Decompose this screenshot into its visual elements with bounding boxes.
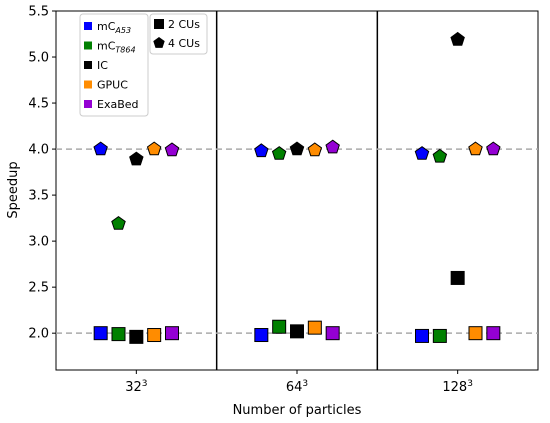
axes: 2.0 2.5 3.0 3.5 4.0 4.5 5.0 5.5 323 643 1283 (28, 5, 539, 395)
point-2cu (468, 326, 483, 341)
point-4cu (325, 139, 340, 154)
legend-swatch (84, 22, 92, 30)
data-points (93, 31, 501, 344)
point-2cu (254, 328, 269, 343)
legend-swatch (84, 100, 92, 108)
point-4cu (146, 141, 162, 156)
y-tick-label: 5.5 (28, 5, 49, 20)
point-4cu (111, 215, 126, 230)
legend-entry: GPUC (97, 79, 128, 92)
y-tick-label: 2.0 (28, 327, 49, 342)
legend-swatch (84, 41, 92, 50)
x-axis-label: Number of particles (233, 403, 362, 418)
legend-swatch (84, 80, 92, 89)
point-4cu (414, 146, 430, 160)
legend-box-markers (149, 13, 208, 55)
point-2cu (147, 328, 162, 343)
y-tick-label: 2.5 (28, 281, 49, 296)
point-2cu (165, 326, 180, 341)
x-tick-label: 643 (286, 379, 308, 395)
point-2cu (129, 329, 144, 344)
point-2cu (450, 270, 465, 285)
point-4cu (164, 142, 180, 157)
point-4cu (129, 151, 144, 166)
point-2cu (414, 328, 429, 343)
point-2cu (272, 319, 287, 334)
legend: mCA53 mCT864 IC GPUC ExaBed 2 CUs 4 CUs (79, 13, 208, 117)
y-tick-label: 5.0 (28, 51, 49, 66)
y-tick-label: 3.0 (28, 235, 49, 250)
point-2cu (486, 326, 501, 341)
point-4cu (486, 141, 501, 156)
legend-marker-pentagon (153, 37, 165, 48)
legend-marker-square (154, 19, 164, 29)
legend-entry: mCT864 (97, 40, 136, 55)
point-2cu (111, 327, 126, 342)
point-2cu (325, 326, 340, 341)
point-4cu (450, 31, 465, 46)
point-4cu (271, 146, 287, 160)
legend-swatch (84, 61, 92, 69)
y-tick-label: 4.0 (28, 143, 49, 158)
point-4cu (432, 148, 448, 163)
point-4cu (307, 142, 323, 157)
point-4cu (468, 141, 483, 156)
y-tick-label: 4.5 (28, 97, 49, 112)
legend-marker-label: 2 CUs (168, 18, 200, 31)
x-tick-label: 1283 (442, 379, 473, 395)
y-axis-label: Speedup (6, 161, 21, 218)
point-4cu (289, 141, 305, 156)
y-tick-label: 3.5 (28, 189, 49, 204)
legend-box-series (79, 13, 149, 117)
point-4cu (93, 141, 108, 156)
legend-entry: mCA53 (97, 20, 131, 35)
legend-entry: IC (97, 59, 108, 72)
legend-marker-label: 4 CUs (168, 37, 200, 50)
point-2cu (290, 324, 304, 339)
x-tick-label: 323 (125, 379, 147, 395)
point-2cu (307, 320, 322, 335)
point-2cu (432, 328, 447, 343)
legend-entry: ExaBed (97, 98, 139, 111)
point-2cu (93, 326, 108, 341)
point-4cu (254, 143, 269, 158)
